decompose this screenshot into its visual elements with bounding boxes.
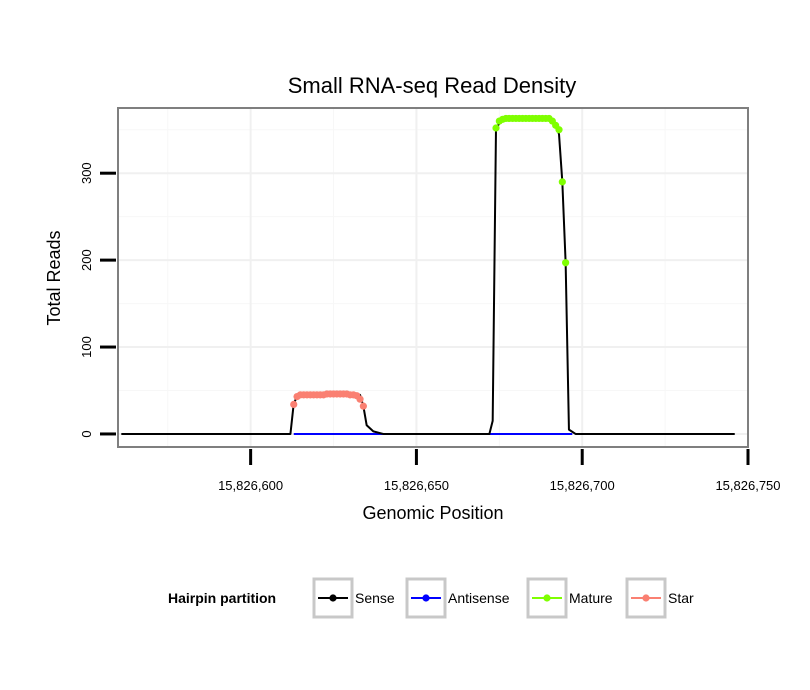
- legend-label: Mature: [569, 590, 613, 606]
- legend-label: Antisense: [448, 590, 510, 606]
- x-tick-label: 15,826,750: [715, 478, 780, 493]
- y-tick-label: 100: [79, 336, 94, 358]
- legend-key-point: [642, 594, 650, 602]
- x-axis-title: Genomic Position: [362, 503, 503, 523]
- data-point-star: [356, 395, 364, 403]
- data-point-star: [290, 400, 298, 409]
- x-axis: 15,826,600 15,826,650 15,826,700 15,826,750: [218, 449, 781, 493]
- chart-title: Small RNA-seq Read Density: [288, 73, 577, 98]
- x-tick-label: 15,826,650: [384, 478, 449, 493]
- grid-lines: [118, 108, 749, 447]
- data-points: [290, 114, 570, 410]
- x-tick-label: 15,826,600: [218, 478, 283, 493]
- legend-item-star: Star: [625, 577, 694, 619]
- legend-entries: Sense Antisense Mature Star: [312, 577, 694, 619]
- plot-panel: [118, 108, 748, 447]
- y-tick-label: 0: [79, 430, 94, 437]
- legend-item-sense: Sense: [312, 577, 395, 619]
- legend-label: Sense: [355, 590, 395, 606]
- data-point-mature: [492, 124, 500, 132]
- legend-item-antisense: Antisense: [405, 577, 510, 619]
- legend: Hairpin partition Sense Antisense Mature St…: [168, 577, 694, 619]
- y-tick-label: 200: [79, 249, 94, 271]
- legend-key-point: [543, 594, 551, 602]
- x-tick-label: 15,826,700: [550, 478, 615, 493]
- y-axis-title: Total Reads: [44, 230, 64, 325]
- data-point-mature: [555, 126, 563, 134]
- data-point-mature: [562, 259, 570, 267]
- y-axis: 0 100 200 300: [79, 162, 116, 438]
- data-point-star: [359, 402, 367, 410]
- y-tick-label: 300: [79, 162, 94, 184]
- legend-title: Hairpin partition: [168, 590, 276, 606]
- legend-key-point: [329, 594, 337, 602]
- legend-item-mature: Mature: [526, 577, 613, 619]
- plot-panel-border: [117, 107, 749, 448]
- legend-key-point: [422, 594, 430, 602]
- data-point-mature: [558, 178, 566, 186]
- legend-label: Star: [668, 590, 694, 606]
